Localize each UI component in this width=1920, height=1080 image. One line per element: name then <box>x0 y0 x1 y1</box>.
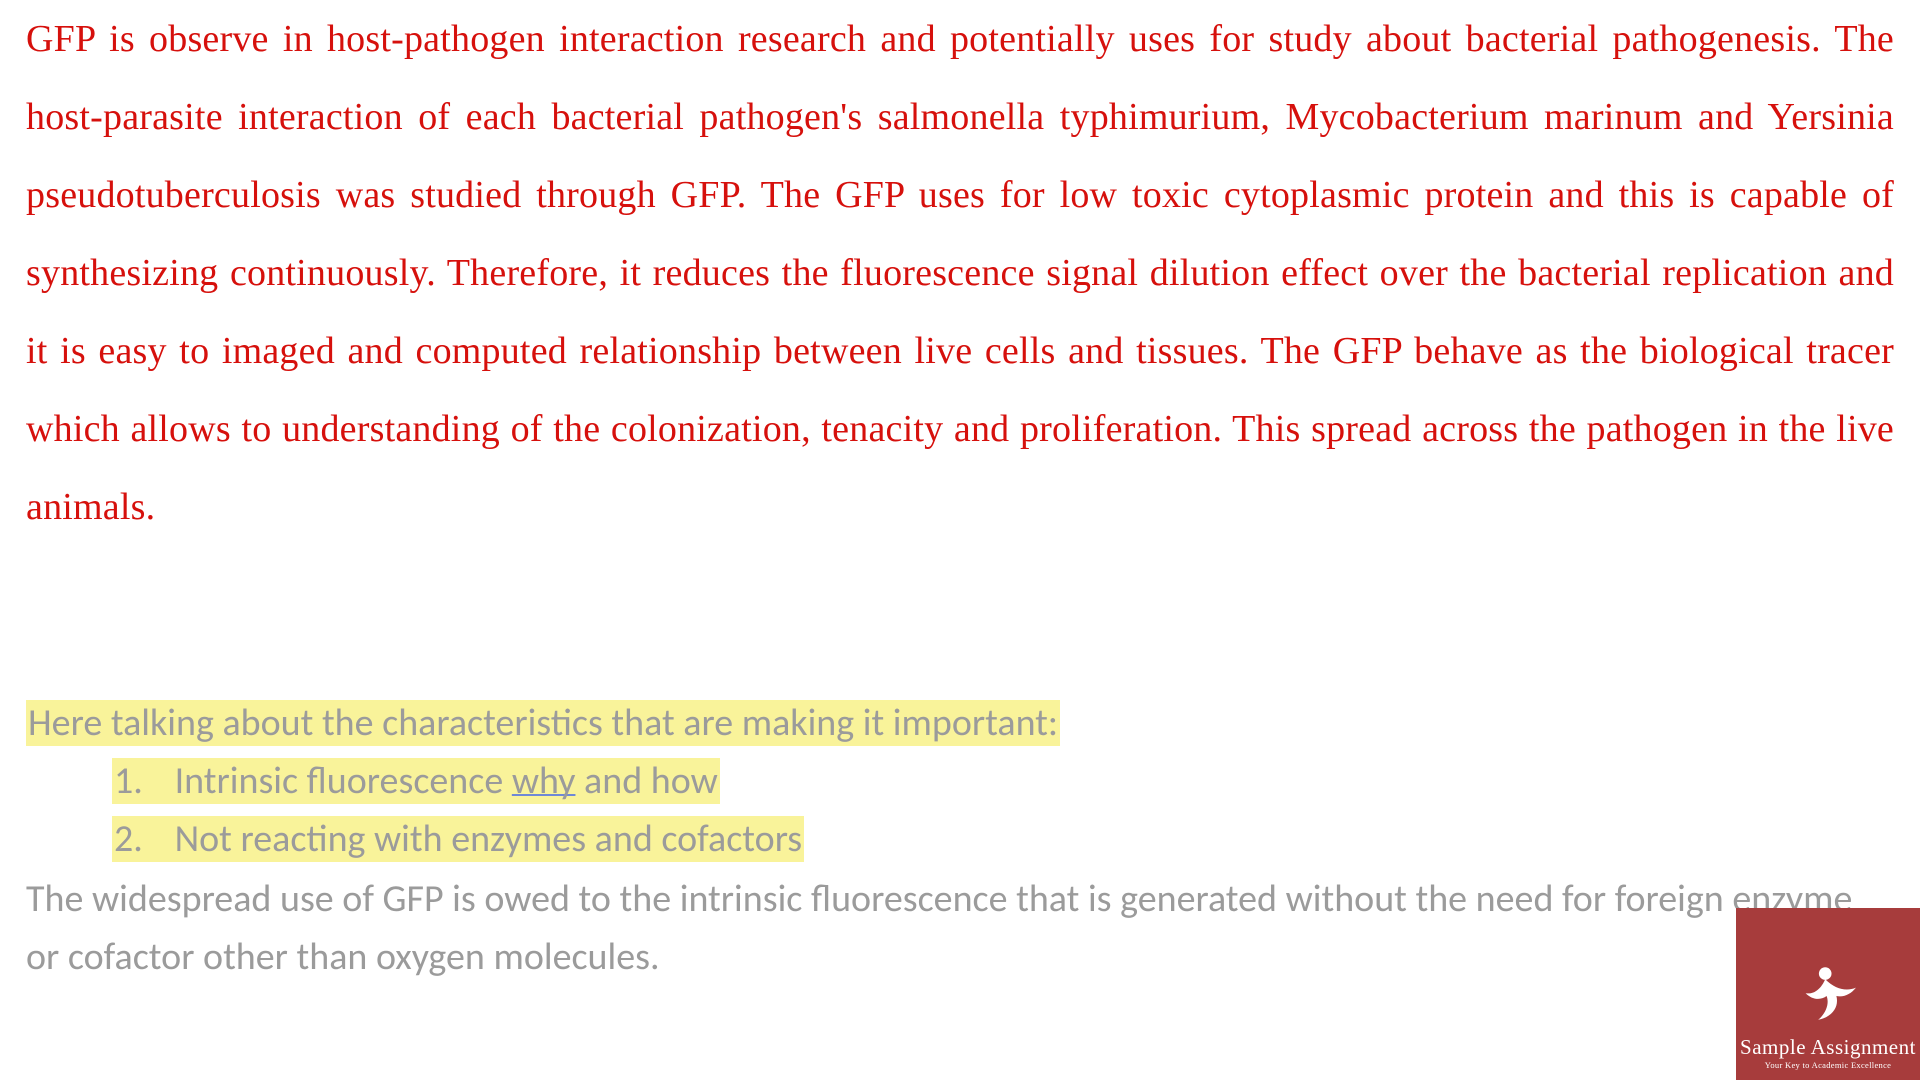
document-page: GFP is observe in host-pathogen interact… <box>0 0 1920 1080</box>
brand-tagline: Your Key to Academic Excellence <box>1765 1060 1891 1070</box>
list-item-highlight: 2. Not reacting with enzymes and cofacto… <box>112 816 804 862</box>
list-item-number: 1. <box>114 752 166 810</box>
list-item-highlight: 1. Intrinsic fluorescence why and how <box>112 758 720 804</box>
list-item-text-pre: Intrinsic fluorescence <box>175 758 512 804</box>
note-block: Here talking about the characteristics t… <box>26 694 1894 986</box>
body-paragraph-red: GFP is observe in host-pathogen interact… <box>26 0 1894 546</box>
brand-badge: Sample Assignment Your Key to Academic E… <box>1736 908 1920 1080</box>
list-item: 2. Not reacting with enzymes and cofacto… <box>112 810 1894 868</box>
note-intro-highlight: Here talking about the characteristics t… <box>26 700 1060 746</box>
brand-name: Sample Assignment <box>1740 1035 1916 1060</box>
note-closing-paragraph: The widespread use of GFP is owed to the… <box>26 868 1894 986</box>
list-item-number: 2. <box>114 810 166 868</box>
brand-logo-icon <box>1793 961 1863 1031</box>
list-item: 1. Intrinsic fluorescence why and how <box>112 752 1894 810</box>
list-item-text-post: and how <box>575 758 717 804</box>
list-item-text-pre: Not reacting with enzymes and cofactors <box>175 816 803 862</box>
note-intro: Here talking about the characteristics t… <box>26 694 1894 752</box>
note-list: 1. Intrinsic fluorescence why and how 2.… <box>26 752 1894 868</box>
list-item-underlined: why <box>512 758 576 804</box>
